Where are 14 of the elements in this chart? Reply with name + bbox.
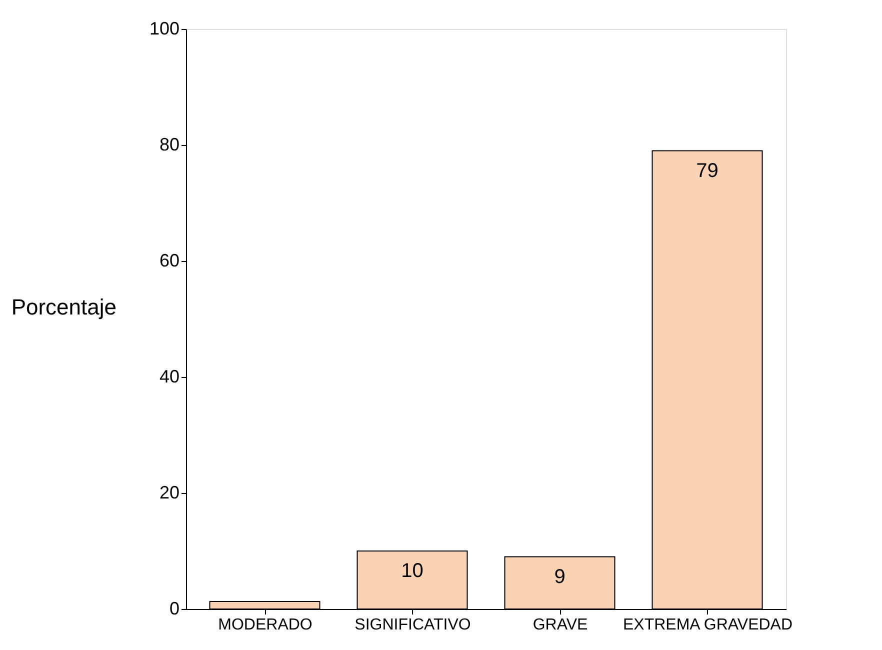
y-tick-label: 40 [159, 366, 180, 386]
y-tick-label: 80 [159, 134, 180, 154]
y-tick-label: 60 [159, 250, 180, 270]
y-tick-label: 20 [159, 482, 180, 502]
y-tick-label: 100 [149, 18, 180, 38]
x-tick-label: SIGNIFICATIVO [354, 616, 471, 634]
y-axis-title: Porcentaje [11, 294, 116, 320]
data-label: 9 [554, 566, 566, 588]
x-tick-label: GRAVE [532, 616, 588, 634]
x-tick-label: MODERADO [218, 616, 312, 634]
data-label: 79 [696, 160, 718, 182]
y-tick-label: 0 [169, 598, 180, 618]
x-tick-label: EXTREMA GRAVEDAD [622, 616, 793, 634]
data-label: 10 [401, 560, 424, 582]
